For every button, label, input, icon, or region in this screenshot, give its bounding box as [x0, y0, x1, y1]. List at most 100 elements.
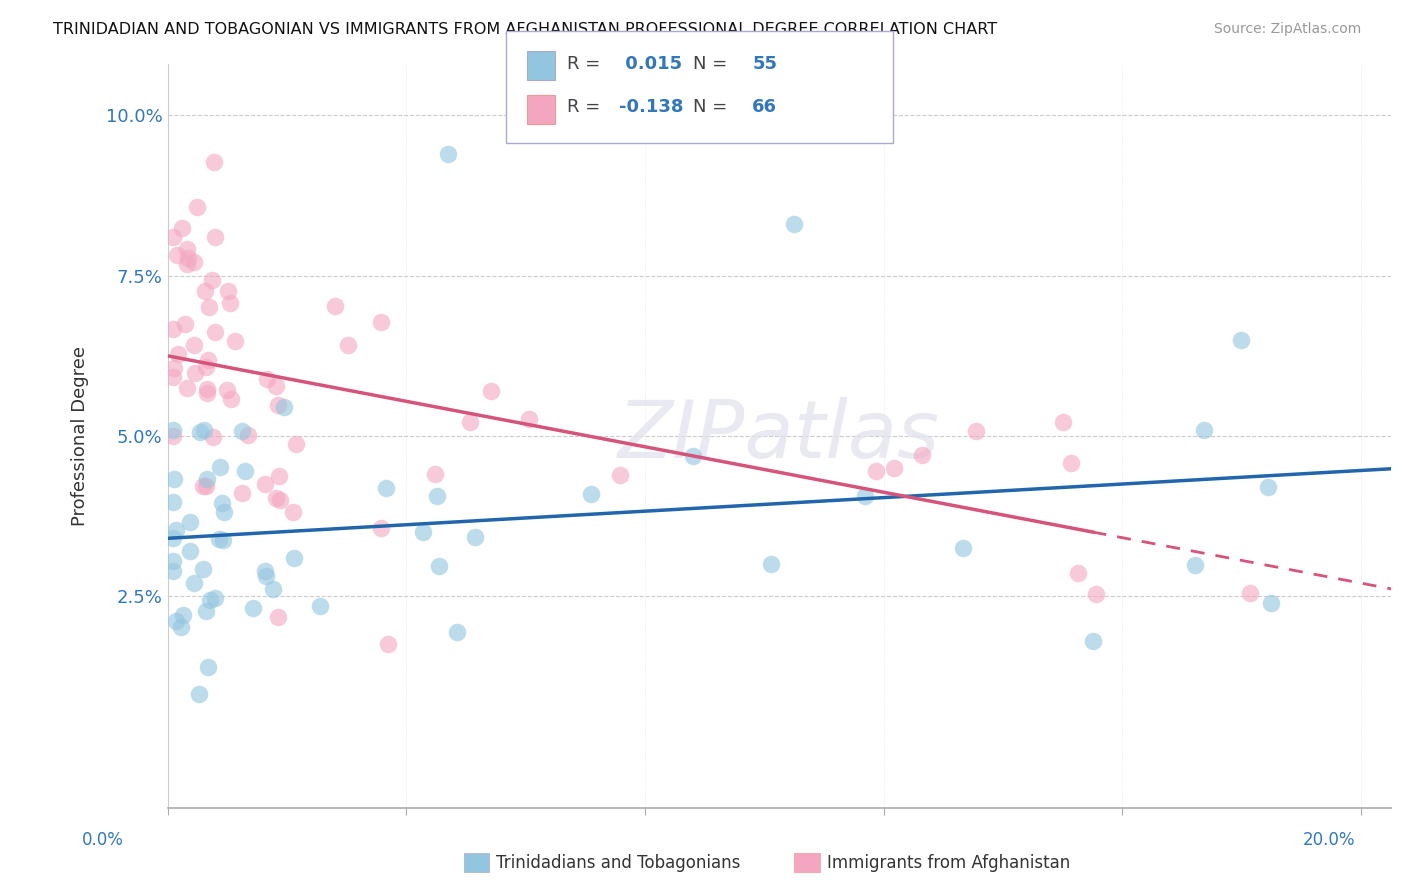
Point	[165, 614, 187, 628]
Point	[235, 464, 257, 478]
Point	[162, 423, 184, 437]
Point	[377, 637, 399, 651]
Point	[253, 476, 276, 491]
Point	[194, 284, 217, 298]
Point	[204, 325, 226, 339]
Point	[460, 415, 482, 429]
Point	[163, 472, 186, 486]
Point	[426, 489, 449, 503]
Point	[179, 544, 201, 558]
Point	[162, 553, 184, 567]
Point	[231, 486, 253, 500]
Point	[1229, 333, 1251, 347]
Point	[165, 524, 187, 538]
Point	[269, 493, 291, 508]
Point	[183, 255, 205, 269]
Point	[197, 660, 219, 674]
Point	[162, 428, 184, 442]
Point	[204, 591, 226, 605]
Text: N =: N =	[693, 55, 733, 73]
Point	[177, 251, 200, 265]
Point	[162, 230, 184, 244]
Point	[427, 558, 450, 573]
Text: 66: 66	[752, 98, 778, 116]
Point	[173, 318, 195, 332]
Point	[283, 505, 305, 519]
Point	[308, 599, 330, 613]
Point	[162, 564, 184, 578]
Point	[231, 424, 253, 438]
Point	[1260, 596, 1282, 610]
Point	[172, 607, 194, 622]
Point	[965, 424, 987, 438]
Point	[195, 479, 218, 493]
Text: -0.138: -0.138	[619, 98, 683, 116]
Point	[191, 479, 214, 493]
Point	[254, 569, 277, 583]
Text: Source: ZipAtlas.com: Source: ZipAtlas.com	[1213, 22, 1361, 37]
Point	[162, 494, 184, 508]
Point	[1192, 423, 1215, 437]
Point	[437, 146, 460, 161]
Point	[224, 334, 246, 348]
Point	[219, 392, 242, 406]
Point	[267, 610, 290, 624]
Point	[412, 524, 434, 539]
Point	[208, 532, 231, 546]
Point	[242, 601, 264, 615]
Point	[163, 360, 186, 375]
Point	[193, 562, 215, 576]
Point	[190, 425, 212, 439]
Point	[1239, 586, 1261, 600]
Point	[188, 687, 211, 701]
Point	[517, 412, 540, 426]
Point	[183, 575, 205, 590]
Point	[952, 541, 974, 556]
Point	[195, 385, 218, 400]
Point	[198, 593, 221, 607]
Point	[285, 437, 308, 451]
Point	[176, 381, 198, 395]
Point	[464, 530, 486, 544]
Point	[1052, 415, 1074, 429]
Point	[204, 230, 226, 244]
Point	[865, 464, 887, 478]
Point	[214, 505, 236, 519]
Point	[337, 338, 360, 352]
Point	[172, 221, 194, 235]
Point	[212, 533, 235, 547]
Point	[198, 300, 221, 314]
Text: 20.0%: 20.0%	[1302, 830, 1355, 848]
Point	[211, 496, 233, 510]
Text: 0.0%: 0.0%	[82, 830, 124, 848]
Text: ZIPatlas: ZIPatlas	[619, 397, 941, 475]
Point	[1184, 558, 1206, 572]
Point	[375, 481, 398, 495]
Text: R =: R =	[567, 55, 606, 73]
Y-axis label: Professional Degree: Professional Degree	[72, 346, 89, 526]
Point	[783, 217, 806, 231]
Point	[1257, 480, 1279, 494]
Point	[166, 248, 188, 262]
Point	[209, 460, 232, 475]
Text: R =: R =	[567, 98, 606, 116]
Point	[202, 154, 225, 169]
Point	[853, 489, 876, 503]
Point	[167, 347, 190, 361]
Point	[195, 359, 218, 374]
Text: TRINIDADIAN AND TOBAGONIAN VS IMMIGRANTS FROM AFGHANISTAN PROFESSIONAL DEGREE CO: TRINIDADIAN AND TOBAGONIAN VS IMMIGRANTS…	[53, 22, 997, 37]
Point	[425, 467, 447, 481]
Point	[162, 531, 184, 545]
Point	[446, 624, 468, 639]
Point	[215, 384, 238, 398]
Point	[1067, 566, 1090, 580]
Point	[264, 379, 287, 393]
Point	[184, 366, 207, 380]
Point	[202, 430, 225, 444]
Point	[283, 550, 305, 565]
Point	[273, 400, 295, 414]
Point	[197, 352, 219, 367]
Point	[176, 257, 198, 271]
Point	[176, 242, 198, 256]
Point	[479, 384, 502, 399]
